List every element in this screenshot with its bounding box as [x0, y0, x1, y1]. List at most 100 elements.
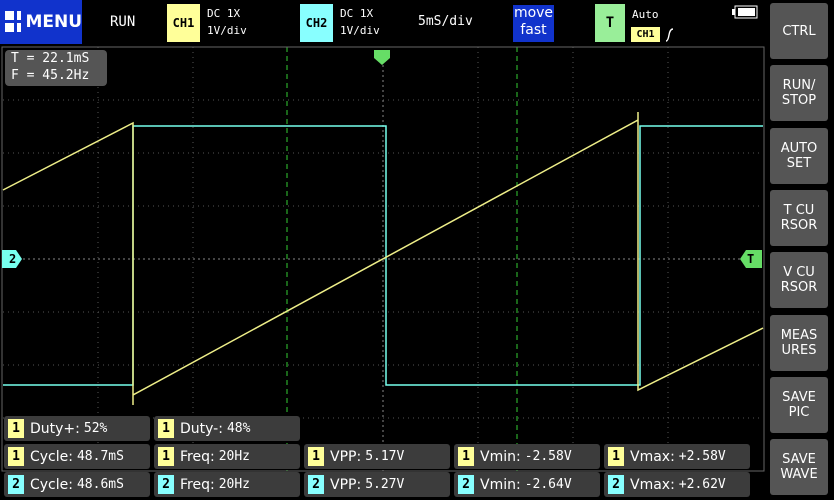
menu-icon: [5, 11, 22, 32]
ch1-coupling: DC 1X: [207, 7, 241, 20]
measurement-label: VPP:: [330, 476, 362, 493]
measurement-value: 5.27V: [365, 477, 405, 492]
side-button-label: WAVE: [780, 467, 818, 483]
trigger-badge[interactable]: T: [595, 4, 625, 42]
measurement-value: 52%: [83, 421, 108, 436]
move-speed-button[interactable]: move fast: [513, 5, 554, 42]
measurement-value: 48.7mS: [76, 449, 124, 464]
side-button-label: MEAS: [780, 327, 818, 343]
timebase[interactable]: 5mS/div: [418, 14, 473, 29]
trigger-position-marker: [374, 50, 390, 65]
cursor-info: T = 22.1mS F = 45.2Hz: [5, 50, 107, 86]
speed-label: fast: [520, 22, 547, 38]
measurement-value: +2.58V: [678, 449, 726, 464]
measurement-value: 48.6mS: [76, 477, 124, 492]
ch1-waveform: [2, 112, 764, 405]
side-button-label: V CU: [783, 265, 815, 281]
side-button[interactable]: V CU RSOR: [770, 252, 828, 309]
side-button[interactable]: RUN/STOP: [770, 65, 828, 122]
measurement: 1 Vmax: +2.58V: [604, 444, 750, 469]
measurement: 1 Duty+: 52%: [4, 416, 150, 441]
side-button-label: SAVE: [782, 389, 816, 405]
measurement-value: 48%: [226, 421, 251, 436]
side-button-label: STOP: [781, 93, 817, 109]
side-button-label: T CU: [783, 202, 815, 218]
side-button-label: RSOR: [780, 217, 818, 233]
measurement-channel: 1: [608, 447, 624, 466]
run-status: RUN: [110, 14, 136, 30]
measurement-label: Vmin:: [480, 476, 521, 493]
side-button-label: SET: [786, 155, 812, 171]
measurement: 2 Vmin: -2.64V: [454, 472, 600, 497]
measurement-channel: 2: [608, 475, 624, 494]
measurement: 1 Cycle: 48.7mS: [4, 444, 150, 469]
move-label: move: [513, 5, 554, 21]
ch2-badge[interactable]: CH2: [300, 4, 333, 42]
measurement-label: Cycle:: [30, 476, 73, 493]
measurement: 2 Freq: 20Hz: [154, 472, 300, 497]
measurement-channel: 2: [8, 475, 24, 494]
measurement-channel: 1: [8, 419, 24, 438]
menu-label: MENU: [25, 12, 82, 32]
measurement-channel: 1: [458, 447, 474, 466]
trigger-source: CH1: [631, 27, 660, 42]
measurement-label: Vmin:: [480, 448, 521, 465]
measurement: 1 Vmin: -2.58V: [454, 444, 600, 469]
ch2-coupling: DC 1X: [340, 7, 374, 20]
measurement-label: Freq:: [180, 448, 215, 465]
side-button-label: PIC: [788, 404, 810, 420]
battery-icon: [732, 5, 758, 19]
ch1-scale: 1V/div: [207, 24, 247, 37]
side-button[interactable]: SAVE WAVE: [770, 439, 828, 496]
center-axes: [3, 60, 763, 471]
measurement: 1 Duty-: 48%: [154, 416, 300, 441]
measurement-channel: 1: [8, 447, 24, 466]
trigger-marker-label: T: [747, 252, 754, 266]
side-button-label: SAVE: [782, 452, 816, 468]
ch2-marker: [2, 250, 22, 268]
measurement-label: Duty-:: [180, 420, 223, 437]
menu-button[interactable]: MENU: [0, 0, 82, 44]
measurement-channel: 2: [158, 475, 174, 494]
measurement-channel: 1: [158, 419, 174, 438]
ch1-badge[interactable]: CH1: [167, 4, 200, 42]
measurement: 1 VPP: 5.17V: [304, 444, 450, 469]
measurement-label: Freq:: [180, 476, 215, 493]
measurement: 2 Cycle: 48.6mS: [4, 472, 150, 497]
measurement-value: 5.17V: [365, 449, 405, 464]
measurement-label: Cycle:: [30, 448, 73, 465]
measurement-value: -2.64V: [524, 477, 572, 492]
side-button[interactable]: AUTO SET: [770, 127, 828, 184]
side-button[interactable]: MEAS URES: [770, 314, 828, 371]
measurement-channel: 2: [308, 475, 324, 494]
measurement: 2 VPP: 5.27V: [304, 472, 450, 497]
side-button[interactable]: CTRL: [770, 3, 828, 59]
cursor-period: T = 22.1mS: [11, 51, 90, 66]
measurement-label: VPP:: [330, 448, 362, 465]
measurement-label: Duty+:: [30, 420, 80, 437]
side-button-label: RSOR: [780, 280, 818, 296]
side-button-label: CTRL: [782, 23, 816, 39]
measurement-channel: 2: [458, 475, 474, 494]
side-button[interactable]: T CU RSOR: [770, 189, 828, 246]
measurement-channel: 1: [158, 447, 174, 466]
cursor-frequency: F = 45.2Hz: [11, 68, 90, 83]
ch2-marker-label: 2: [9, 252, 16, 266]
measurement-value: 20Hz: [218, 449, 251, 464]
measurement: 1 Freq: 20Hz: [154, 444, 300, 469]
measurement: 2 Vmax: +2.62V: [604, 472, 750, 497]
side-button[interactable]: SAVE PIC: [770, 376, 828, 433]
side-button-label: RUN/: [782, 78, 816, 94]
measurement-channel: 1: [308, 447, 324, 466]
trigger-level-marker: [740, 250, 762, 268]
measurement-label: Vmax:: [630, 448, 675, 465]
measurement-label: Vmax:: [630, 476, 675, 493]
ch2-scale: 1V/div: [340, 24, 380, 37]
side-button-label: AUTO: [780, 140, 818, 156]
time-cursors: [286, 47, 518, 471]
measurement-value: +2.62V: [678, 477, 726, 492]
measurement-value: -2.58V: [524, 449, 572, 464]
trigger-mode: Auto: [632, 8, 659, 21]
